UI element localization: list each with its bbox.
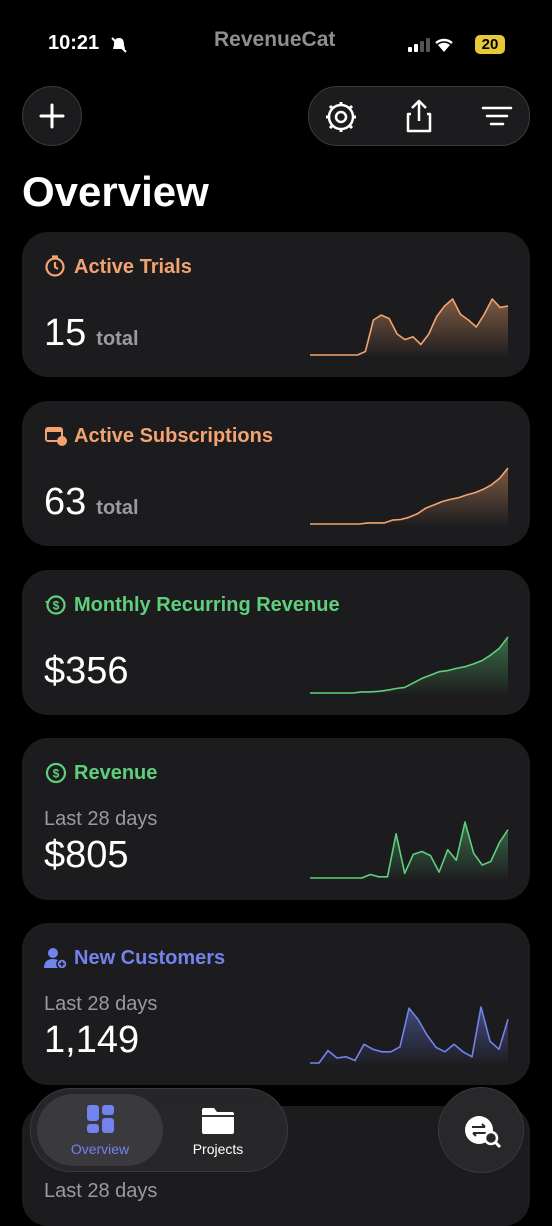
- card-icon: [44, 948, 68, 970]
- share-button[interactable]: [401, 97, 437, 135]
- tab-label: Overview: [70, 1141, 130, 1157]
- card-title: Monthly Recurring Revenue: [74, 594, 340, 616]
- card-value-number: 63: [44, 481, 87, 523]
- sparkline-line: [310, 636, 509, 694]
- card-subtitle: Last 28 days: [44, 808, 158, 830]
- sparkline-area: [310, 468, 508, 525]
- svg-text:$: $: [53, 767, 60, 781]
- sparkline-line: [310, 1006, 509, 1064]
- folder-icon: [202, 1108, 234, 1134]
- sparkline-area: [310, 822, 508, 879]
- add-button[interactable]: [22, 86, 82, 146]
- card-value-number: $356: [44, 650, 129, 692]
- sparkline-area: [310, 299, 508, 356]
- card[interactable]: $ Monthly Recurring Revenue $356: [22, 570, 530, 715]
- card-icon: $: [45, 595, 66, 615]
- card-icon: [45, 427, 67, 446]
- card[interactable]: Active Trials 15 total: [22, 232, 530, 377]
- card[interactable]: $ Revenue Last 28 days $805: [22, 738, 530, 900]
- card-unit: total: [96, 328, 139, 350]
- battery: 20: [475, 35, 505, 54]
- tab-projects[interactable]: Projects: [165, 1094, 285, 1166]
- tab-label: Projects: [192, 1141, 244, 1157]
- card-subtitle: Last 28 days: [44, 993, 158, 1015]
- search-button[interactable]: [438, 1087, 524, 1173]
- card[interactable]: Active Subscriptions 63 total: [22, 401, 530, 546]
- toolbar: [308, 86, 530, 146]
- card-value-number: 1,149: [44, 1019, 140, 1061]
- mute-icon: [111, 37, 127, 53]
- brand: RevenueCat: [214, 28, 336, 51]
- card-value: 63 total: [44, 480, 139, 530]
- sparkline: [310, 1006, 509, 1064]
- sparkline: [310, 298, 509, 356]
- card[interactable]: New Customers Last 28 days 1,149: [22, 923, 530, 1085]
- card-icon: $: [45, 762, 67, 784]
- card-value-number: 15: [44, 312, 87, 354]
- status-time: 10:21: [48, 32, 100, 54]
- search-icon: [465, 1116, 502, 1149]
- card-subtitle: Last 28 days: [44, 1180, 158, 1202]
- settings-button[interactable]: [323, 99, 359, 135]
- sparkline: [310, 467, 509, 525]
- sparkline-area: [310, 1007, 508, 1064]
- card-value: $805: [44, 833, 129, 877]
- overview-icon: [87, 1105, 114, 1133]
- card-value-number: $805: [44, 834, 129, 876]
- sparkline-area: [310, 637, 508, 694]
- sparkline: [310, 636, 509, 694]
- card-value: $356: [44, 649, 129, 693]
- signal-wifi: [408, 38, 453, 52]
- sparkline: [310, 821, 509, 879]
- screen: 10:21 RevenueCat 20 Overview Active Tria…: [22, 28, 530, 1226]
- card-icon: [45, 255, 65, 277]
- page-title: Overview: [22, 168, 209, 215]
- card-title: Active Trials: [74, 256, 192, 278]
- svg-text:$: $: [53, 599, 60, 613]
- card-value: 15 total: [44, 311, 139, 361]
- tab-overview[interactable]: Overview: [37, 1094, 163, 1166]
- card-unit: total: [96, 497, 139, 519]
- card-value: 1,149: [44, 1018, 139, 1062]
- card-title: Active Subscriptions: [74, 425, 273, 447]
- sparkline-line: [310, 821, 509, 879]
- sparkline-line: [310, 298, 509, 356]
- tab-bar: Overview Projects: [30, 1088, 288, 1172]
- sparkline-line: [310, 467, 509, 525]
- filter-button[interactable]: [479, 101, 515, 131]
- card-title: New Customers: [74, 947, 226, 969]
- plus-icon: [39, 103, 65, 129]
- card-title: Revenue: [74, 762, 158, 784]
